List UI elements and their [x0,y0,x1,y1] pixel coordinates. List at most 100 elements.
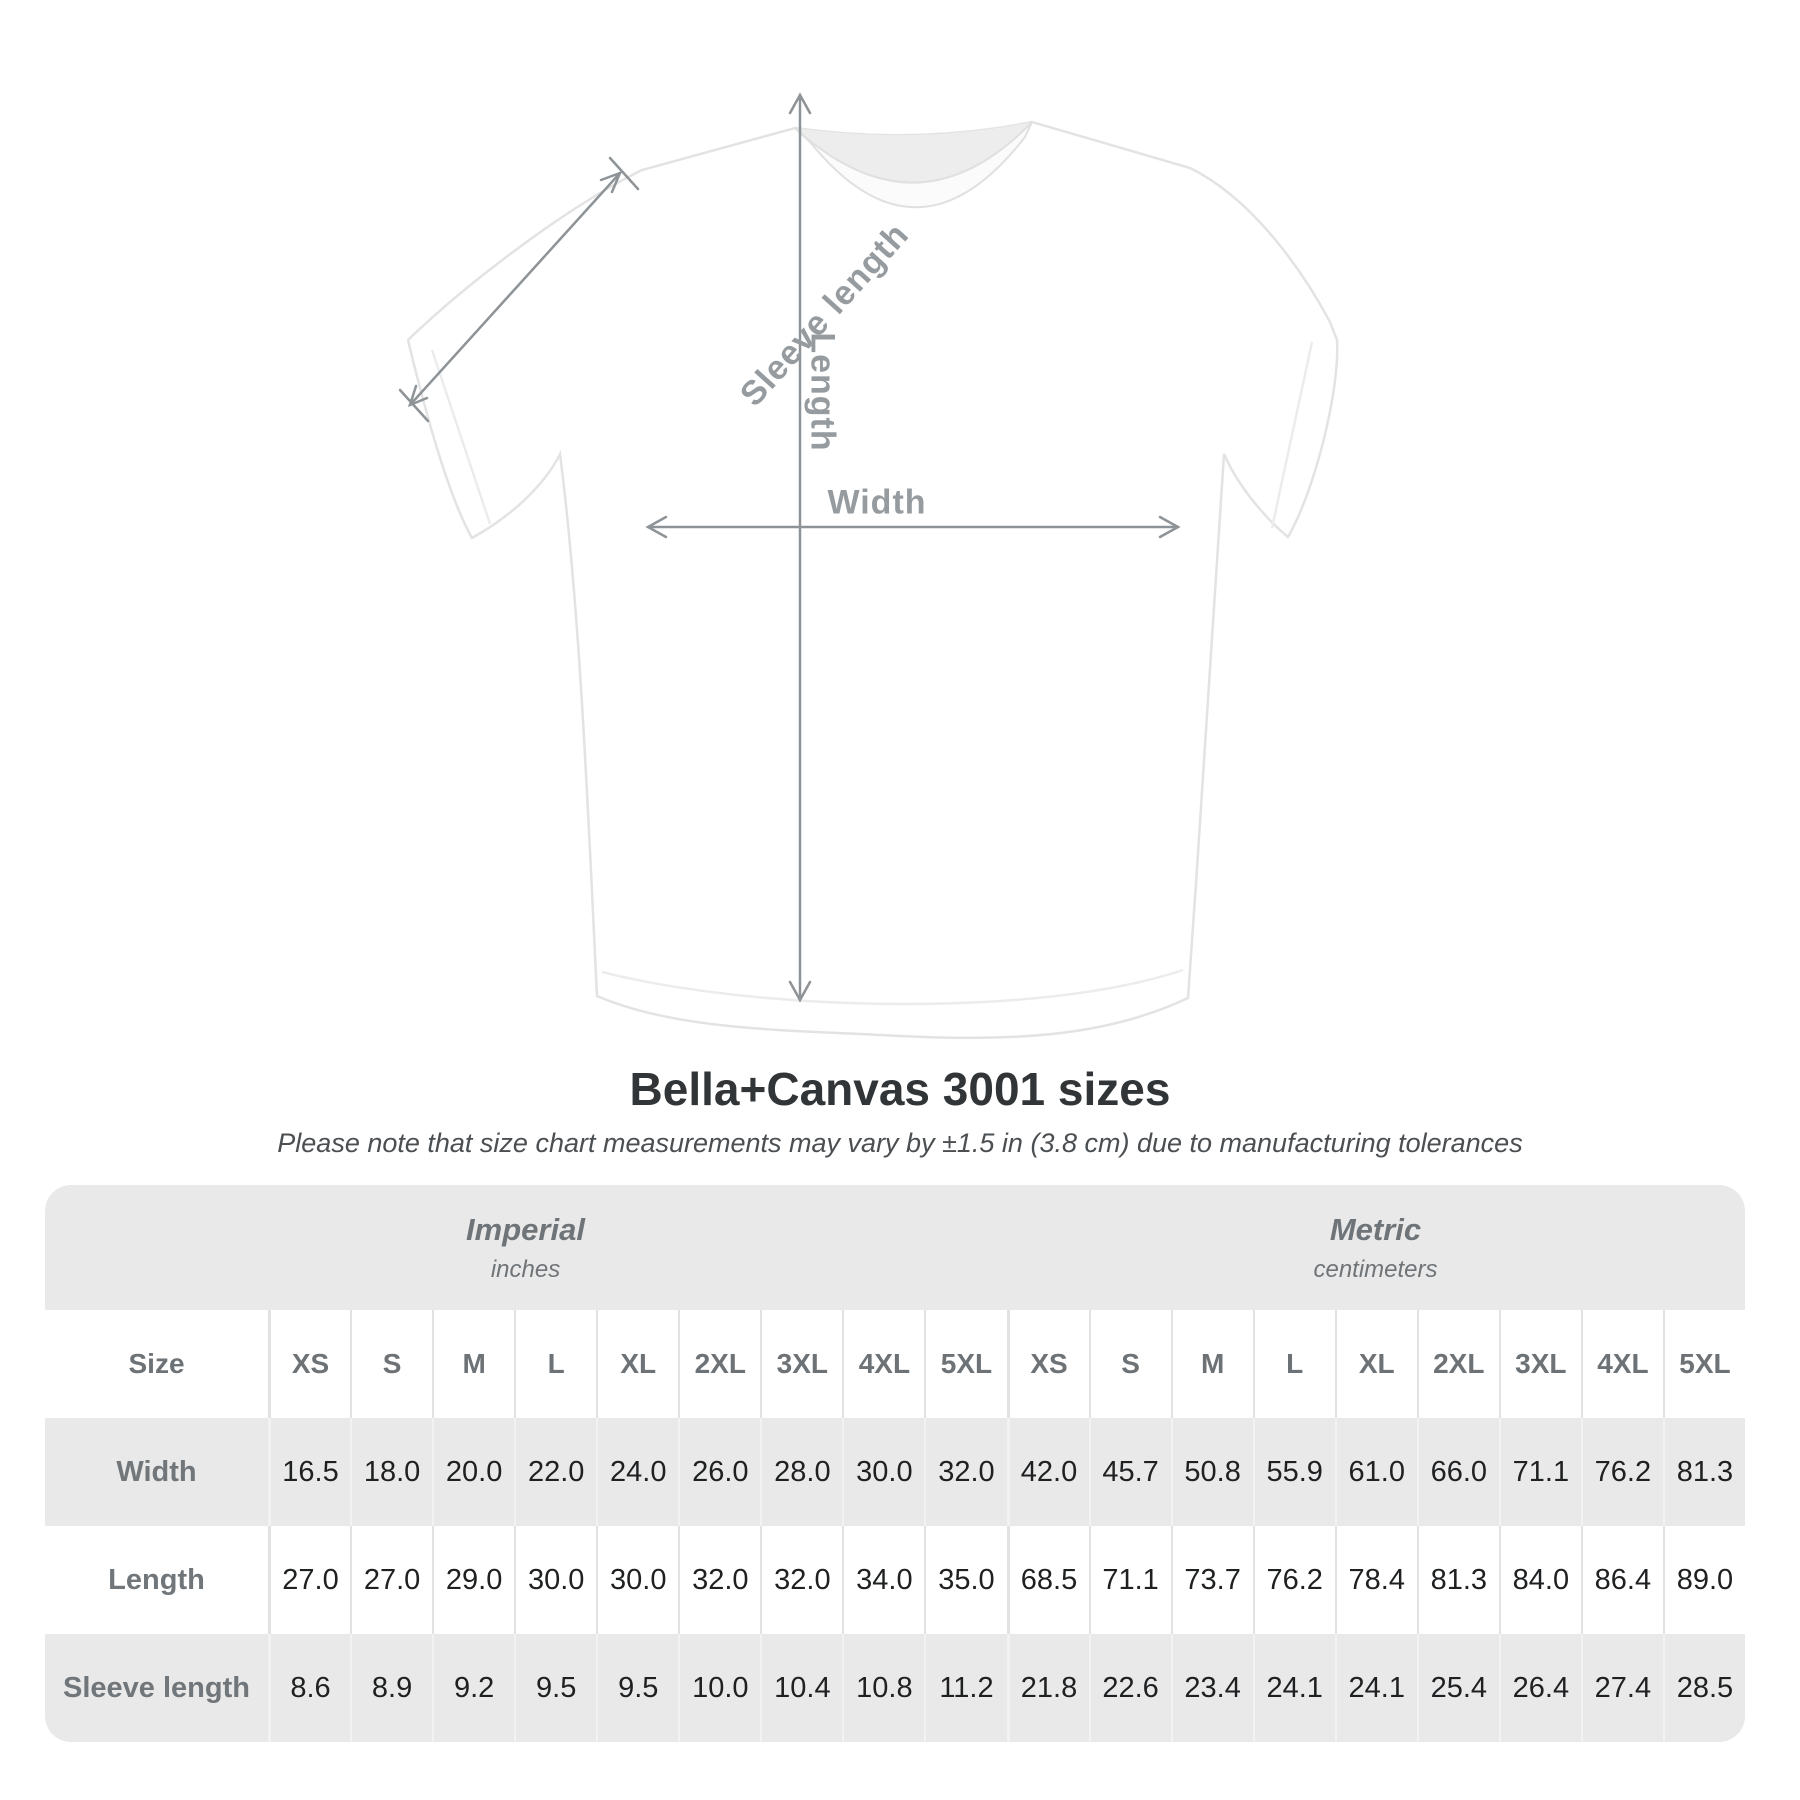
sleeve-imperial-cell: 10.8 [842,1634,924,1742]
size-header-metric: XS [1006,1310,1089,1418]
length-imperial-cell: 29.0 [432,1526,514,1634]
size-header-metric: M [1170,1310,1253,1418]
size-column-header: Size [128,1348,185,1379]
length-metric-cell: 68.5 [1006,1526,1089,1634]
size-header-imperial: L [514,1310,596,1418]
length-imperial-cell: 30.0 [514,1526,596,1634]
sleeve-imperial-cell: 11.2 [924,1634,1006,1742]
width-imperial-cell: 18.0 [350,1418,432,1526]
collar-band [794,121,1033,209]
width-imperial-cell: 26.0 [678,1418,760,1526]
width-metric-cell: 81.3 [1662,1418,1745,1526]
length-metric-cell: 86.4 [1580,1526,1663,1634]
width-metric-cell: 71.1 [1498,1418,1581,1526]
sleeve-metric-cell: 24.1 [1334,1634,1417,1742]
imperial-unit-group: Imperial inches [45,1185,1006,1310]
width-metric-cell: 45.7 [1088,1418,1171,1526]
length-metric-cell: 76.2 [1252,1526,1335,1634]
width-metric-cell: 66.0 [1416,1418,1499,1526]
row-label-sleeve-length: Sleeve length [63,1671,250,1704]
table-row-length: Length 27.0 27.0 29.0 30.0 30.0 32.0 32.… [45,1526,1745,1634]
width-imperial-cell: 24.0 [596,1418,678,1526]
imperial-label: Imperial [466,1211,585,1247]
sleeve-metric-cell: 21.8 [1006,1634,1089,1742]
width-metric-cell: 76.2 [1580,1418,1663,1526]
size-header-imperial: XL [596,1310,678,1418]
sleeve-imperial-cell: 9.5 [596,1634,678,1742]
row-label-length: Length [108,1563,205,1596]
page-title: Bella+Canvas 3001 sizes [629,1063,1171,1115]
size-header-metric: L [1252,1310,1335,1418]
width-label: Width [827,483,927,522]
table-row-width: Width 16.5 18.0 20.0 22.0 24.0 26.0 28.0… [45,1418,1745,1526]
length-imperial-cell: 32.0 [678,1526,760,1634]
tolerance-note: Please note that size chart measurements… [277,1128,1523,1158]
row-label-width: Width [116,1455,197,1488]
size-header-imperial: 5XL [924,1310,1006,1418]
length-label: Length [803,332,842,452]
sleeve-imperial-cell: 8.6 [268,1634,350,1742]
bottom-hem-seam [601,968,1184,1006]
sleeve-imperial-cell: 10.4 [760,1634,842,1742]
width-imperial-cell: 28.0 [760,1418,842,1526]
sleeve-metric-cell: 28.5 [1662,1634,1745,1742]
length-dimension-line [788,92,812,1003]
sleeve-dimension-line [398,156,640,423]
metric-label: Metric [1329,1211,1422,1247]
metric-sublabel: centimeters [1313,1255,1438,1283]
sleeve-metric-cell: 26.4 [1498,1634,1581,1742]
sleeve-metric-cell: 23.4 [1170,1634,1253,1742]
width-metric-cell: 42.0 [1006,1418,1089,1526]
size-header-metric: 3XL [1498,1310,1581,1418]
width-metric-cell: 50.8 [1170,1418,1253,1526]
size-header-metric: 2XL [1416,1310,1499,1418]
length-metric-cell: 73.7 [1170,1526,1253,1634]
width-imperial-cell: 20.0 [432,1418,514,1526]
size-header-imperial: XS [268,1310,350,1418]
width-imperial-cell: 22.0 [514,1418,596,1526]
size-header-imperial: 3XL [760,1310,842,1418]
right-cuff-seam [1270,341,1314,529]
unit-header-band: Imperial inches Metric centimeters [45,1185,1745,1310]
table-row-sleeve-length: Sleeve length 8.6 8.9 9.2 9.5 9.5 10.0 1… [45,1634,1745,1742]
length-imperial-cell: 35.0 [924,1526,1006,1634]
length-metric-cell: 89.0 [1662,1526,1745,1634]
length-imperial-cell: 27.0 [350,1526,432,1634]
length-metric-cell: 78.4 [1334,1526,1417,1634]
width-imperial-cell: 16.5 [268,1418,350,1526]
size-header-imperial: S [350,1310,432,1418]
sleeve-imperial-cell: 10.0 [678,1634,760,1742]
length-imperial-cell: 34.0 [842,1526,924,1634]
tshirt-illustration [398,92,1339,1040]
sleeve-imperial-cell: 8.9 [350,1634,432,1742]
size-header-metric: 4XL [1580,1310,1663,1418]
width-metric-cell: 61.0 [1334,1418,1417,1526]
sleeve-imperial-cell: 9.2 [432,1634,514,1742]
length-metric-cell: 84.0 [1498,1526,1581,1634]
sleeve-metric-cell: 27.4 [1580,1634,1663,1742]
sleeve-metric-cell: 22.6 [1088,1634,1171,1742]
length-imperial-cell: 30.0 [596,1526,678,1634]
sleeve-imperial-cell: 9.5 [514,1634,596,1742]
width-metric-cell: 55.9 [1252,1418,1335,1526]
length-imperial-cell: 32.0 [760,1526,842,1634]
left-cuff-seam [430,349,492,525]
size-header-metric: S [1088,1310,1171,1418]
width-imperial-cell: 30.0 [842,1418,924,1526]
length-metric-cell: 81.3 [1416,1526,1499,1634]
size-chart-table: Imperial inches Metric centimeters Size … [45,1185,1745,1742]
length-imperial-cell: 27.0 [268,1526,350,1634]
size-header-metric: 5XL [1662,1310,1745,1418]
tshirt-measurement-diagram: Sleeve length Length Width [340,50,1400,1050]
tshirt-body-shape [406,120,1339,1040]
width-dimension-line [645,515,1181,539]
size-header-imperial: 2XL [678,1310,760,1418]
size-header-metric: XL [1334,1310,1417,1418]
size-header-imperial: 4XL [842,1310,924,1418]
size-header-imperial: M [432,1310,514,1418]
length-metric-cell: 71.1 [1088,1526,1171,1634]
table-header-row: Size XS S M L XL 2XL 3XL 4XL 5XL XS S M … [45,1310,1745,1418]
sleeve-metric-cell: 24.1 [1252,1634,1335,1742]
sleeve-metric-cell: 25.4 [1416,1634,1499,1742]
